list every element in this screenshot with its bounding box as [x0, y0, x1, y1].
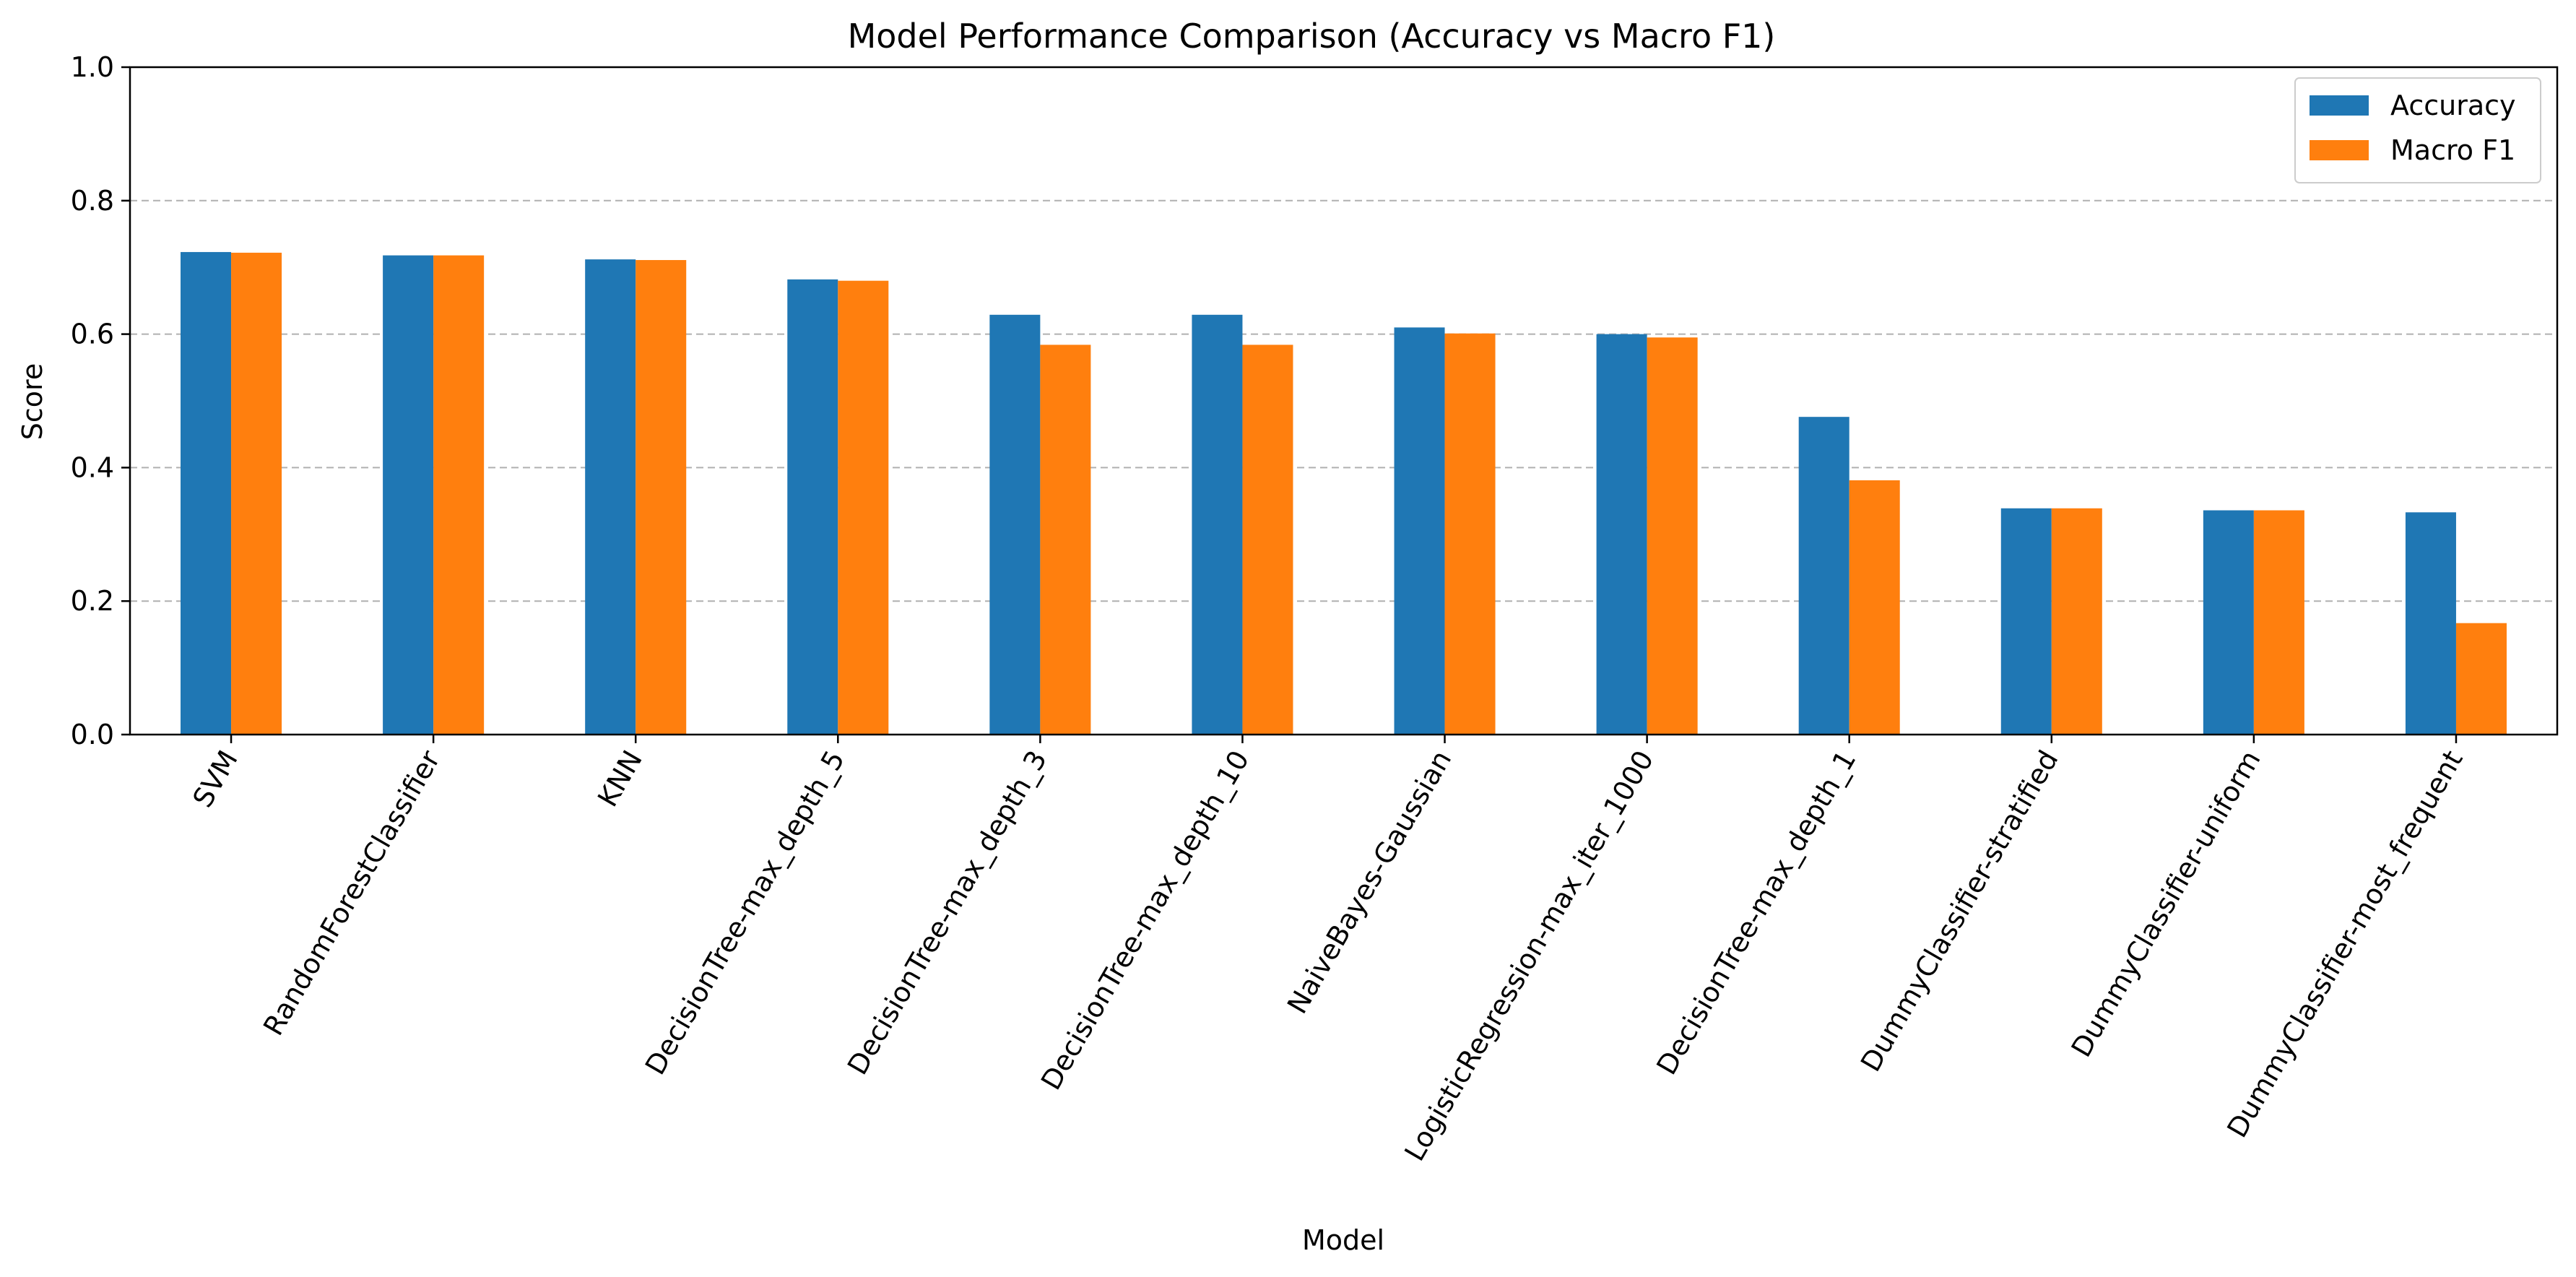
y-tick-label: 0.6: [71, 319, 114, 350]
y-axis-label: Score: [17, 363, 48, 440]
bar-macro-f1: [1242, 345, 1293, 735]
y-tick-label: 1.0: [71, 51, 114, 83]
plot-frame: [129, 66, 2559, 736]
bar-macro-f1: [1040, 345, 1091, 735]
y-tick-label: 0.0: [71, 719, 114, 750]
bar-macro-f1: [2051, 508, 2102, 735]
y-axis-ticks: 0.0 0.2 0.4 0.6 0.8 1.0: [71, 51, 130, 750]
x-tick-label: DecisionTree-max_depth_3: [841, 745, 1053, 1081]
bar-accuracy: [1394, 327, 1445, 735]
bar-macro-f1: [2253, 510, 2304, 735]
bar-macro-f1: [1849, 480, 1900, 735]
bar-accuracy: [989, 314, 1041, 735]
bar-macro-f1: [231, 252, 282, 735]
bar-accuracy: [585, 259, 636, 735]
bar-macro-f1: [2455, 623, 2507, 735]
bar-macro-f1: [433, 255, 485, 735]
x-axis-ticks: SVM RandomForestClassifier KNNDecisionTree…: [186, 735, 2469, 1166]
x-tick-label: DecisionTree-max_depth_1: [1650, 745, 1862, 1081]
bar-accuracy: [2000, 508, 2052, 735]
x-axis-label: Model: [1302, 1224, 1384, 1256]
legend-label: Accuracy: [2390, 90, 2516, 121]
x-tick-label: LogisticRegression-max_iter_1000: [1398, 745, 1660, 1166]
bar-accuracy: [1192, 314, 1243, 735]
bar-macro-f1: [1647, 337, 1698, 735]
legend-label: Macro F1: [2390, 134, 2515, 166]
bars: [181, 251, 2507, 735]
x-tick-label: DummyClassifier-stratified: [1855, 745, 2065, 1077]
legend: Accuracy Macro F1: [2294, 77, 2541, 183]
bar-accuracy: [1798, 417, 1849, 735]
bar-accuracy: [2405, 512, 2456, 735]
bar-accuracy: [787, 279, 838, 735]
chart-title: Model Performance Comparison (Accuracy v…: [848, 17, 1776, 56]
x-tick-label: DecisionTree-max_depth_5: [639, 745, 851, 1081]
x-tick-label: NaiveBayes-Gaussian: [1281, 745, 1457, 1019]
bar-macro-f1: [1444, 333, 1496, 735]
bar-accuracy: [383, 255, 434, 735]
y-tick-label: 0.4: [71, 451, 114, 483]
bar-accuracy: [2203, 510, 2254, 735]
x-tick-label: DummyClassifier-most_frequent: [2221, 745, 2468, 1143]
bar-macro-f1: [636, 260, 687, 735]
x-tick-label: SVM: [186, 745, 244, 813]
x-tick-label: KNN: [591, 745, 649, 813]
legend-swatch: [2310, 95, 2369, 116]
grid-lines: [130, 199, 2557, 602]
x-tick-label: DummyClassifier-uniform: [2065, 745, 2267, 1062]
x-tick-label: DecisionTree-max_depth_10: [1035, 745, 1255, 1096]
bar-accuracy: [1596, 334, 1647, 735]
y-tick-label: 0.8: [71, 185, 114, 217]
bar-macro-f1: [838, 280, 889, 735]
legend-swatch: [2310, 140, 2369, 160]
y-tick-label: 0.2: [71, 585, 114, 617]
x-tick-label: RandomForestClassifier: [257, 745, 446, 1041]
bar-accuracy: [181, 251, 232, 735]
